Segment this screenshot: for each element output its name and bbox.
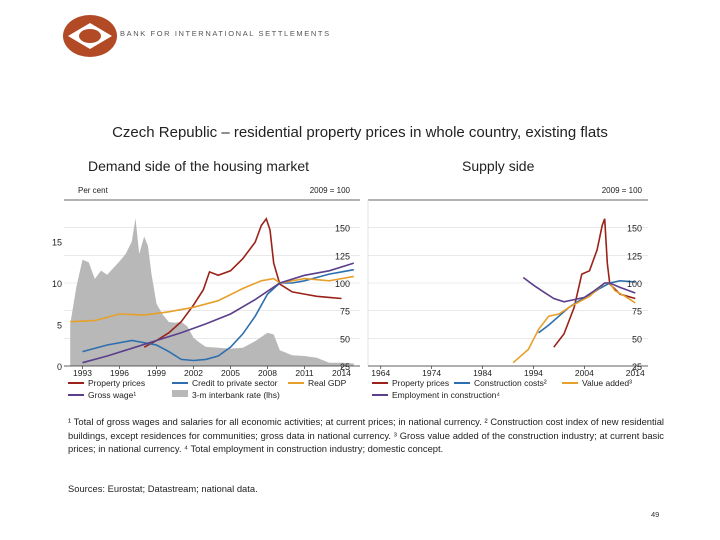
right-panel-title: Supply side (462, 158, 535, 174)
footnote-4: ⁴ Total employment in construction indus… (184, 443, 444, 455)
bis-logo-icon (63, 15, 117, 57)
x-axis-tick-label: 1993 (73, 368, 92, 378)
left-axis-tick-label: 15 (52, 238, 62, 248)
legend-construction-costs: Construction costs² (454, 378, 547, 388)
property-prices-line (143, 217, 342, 348)
value-added-line (512, 282, 636, 364)
sources-note: Sources: Eurostat; Datastream; national … (68, 483, 258, 494)
right-axis-tick-label: 150 (335, 224, 350, 234)
legend-property-prices-label: Property prices (88, 378, 145, 388)
legend-value-added-label: Value added³ (582, 378, 632, 388)
right-axis-tick-label: 100 (627, 279, 642, 289)
x-axis-tick-label: 2008 (258, 368, 277, 378)
right-axis-tick-label: 150 (627, 224, 642, 234)
legend-employment-label: Employment in construction⁴ (392, 390, 500, 400)
legend-credit-label: Credit to private sector (192, 378, 278, 388)
right-axis-tick-label: 125 (627, 251, 642, 261)
left-axis-tick-label: 10 (52, 279, 62, 289)
legend-property-prices: Property prices (68, 378, 145, 388)
gross-wage-line (82, 262, 355, 364)
x-axis-tick-label: 2002 (184, 368, 203, 378)
right-axis-tick-label: 75 (632, 307, 642, 317)
interbank-rate-area (70, 218, 354, 366)
right-axis-tick-label: 25 (340, 362, 350, 372)
x-axis-tick-label: 1994 (524, 368, 543, 378)
x-axis-tick-label: 2011 (295, 368, 314, 378)
x-axis-tick-label: 1984 (473, 368, 492, 378)
right-axis-tick-label: 100 (335, 279, 350, 289)
legend-real-gdp-label: Real GDP (308, 378, 347, 388)
x-axis-tick-label: 2014 (332, 368, 351, 378)
right-axis-tick-label: 125 (335, 251, 350, 261)
real-gdp-line (70, 275, 354, 323)
legend-employment: Employment in construction⁴ (372, 390, 500, 400)
legend-construction-costs-label: Construction costs² (474, 378, 547, 388)
legend-interbank-rate-swatch (172, 390, 188, 397)
left-axis-label: Per cent (78, 186, 109, 195)
x-axis-tick-label: 1996 (110, 368, 129, 378)
footnote-3: ³ Gross value added of the construction … (68, 429, 664, 455)
legend-property-prices-label: Property prices (392, 378, 449, 388)
right-axis-tick-label: 25 (632, 362, 642, 372)
left-chart: 0 5 10 15 25 50 75 100 125 150 Per cent 2009 = 100 1… (52, 186, 360, 400)
right-axis-tick-label: 75 (340, 307, 350, 317)
x-axis-tick-label: 2004 (575, 368, 594, 378)
legend-gross-wage: Gross wage¹ (68, 390, 136, 400)
construction-costs-line (538, 279, 636, 334)
x-axis-tick-label: 1999 (147, 368, 166, 378)
employment-line (522, 276, 636, 303)
legend-credit: Credit to private sector (172, 378, 278, 388)
x-axis-tick-label: 1974 (422, 368, 441, 378)
legend-property-prices: Property prices (372, 378, 449, 388)
right-axis-label: 2009 = 100 (310, 186, 351, 195)
legend-real-gdp: Real GDP (288, 378, 347, 388)
legend-interbank-rate-label: 3-m interbank rate (lhs) (192, 390, 280, 400)
left-axis-tick-label: 5 (57, 321, 62, 331)
right-chart: 25 50 75 100 125 150 2009 = 100 1964 1974 1984 199… (367, 186, 648, 400)
header-brand: BANK FOR INTERNATIONAL SETTLEMENTS (120, 29, 331, 38)
right-axis-tick-label: 50 (632, 334, 642, 344)
left-panel-title: Demand side of the housing market (88, 158, 310, 174)
x-axis-tick-label: 2005 (221, 368, 240, 378)
footnote-1: ¹ Total of gross wages and salaries for … (68, 416, 482, 427)
left-axis-tick-label: 0 (57, 362, 62, 372)
right-axis-tick-label: 50 (340, 334, 350, 344)
x-axis-tick-label: 1964 (371, 368, 390, 378)
footnotes: ¹ Total of gross wages and salaries for … (68, 415, 664, 456)
footnote-2: ² Construction cost index of new residen… (68, 416, 665, 441)
x-axis-tick-label: 2014 (626, 368, 645, 378)
legend-interbank-rate: 3-m interbank rate (lhs) (172, 390, 280, 400)
legend-value-added: Value added³ (562, 378, 632, 388)
legend-gross-wage-label: Gross wage¹ (88, 390, 136, 400)
right-axis-label: 2009 = 100 (602, 186, 643, 195)
page-number: 49 (651, 510, 660, 519)
credit-line (82, 268, 354, 362)
slide-title: Czech Republic – residential property pr… (112, 124, 608, 141)
